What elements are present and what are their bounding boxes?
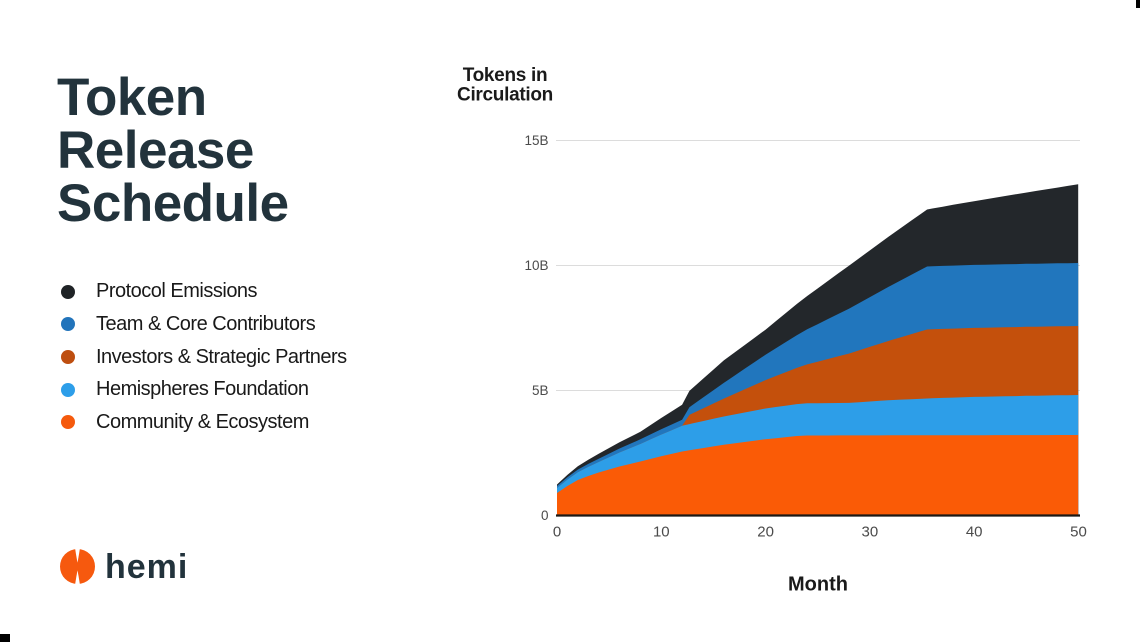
svg-text:30: 30 bbox=[862, 524, 879, 541]
svg-text:5B: 5B bbox=[532, 383, 549, 398]
svg-text:10: 10 bbox=[653, 524, 670, 541]
svg-text:0: 0 bbox=[553, 524, 561, 541]
svg-text:10B: 10B bbox=[524, 258, 548, 273]
svg-text:40: 40 bbox=[966, 524, 983, 541]
svg-text:20: 20 bbox=[757, 524, 774, 541]
svg-text:0: 0 bbox=[541, 508, 549, 523]
svg-text:50: 50 bbox=[1070, 524, 1087, 541]
svg-text:Circulation: Circulation bbox=[457, 84, 553, 105]
svg-text:15B: 15B bbox=[524, 133, 548, 148]
svg-text:Tokens in: Tokens in bbox=[463, 65, 548, 86]
svg-text:Month: Month bbox=[788, 574, 848, 596]
